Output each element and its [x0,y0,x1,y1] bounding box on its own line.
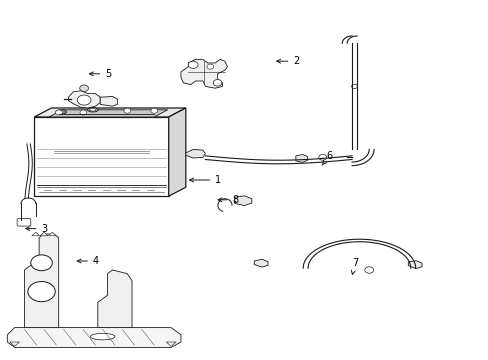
Text: 6: 6 [322,150,332,165]
Circle shape [206,64,213,69]
Circle shape [150,108,157,113]
Polygon shape [48,232,56,236]
Ellipse shape [90,333,115,340]
Polygon shape [24,234,59,328]
Polygon shape [7,328,181,347]
Polygon shape [32,232,40,236]
Ellipse shape [89,108,96,111]
Circle shape [318,154,326,160]
Text: 3: 3 [26,224,48,234]
Circle shape [213,80,222,86]
Circle shape [28,282,55,302]
Polygon shape [100,96,117,106]
Circle shape [364,267,373,273]
Circle shape [77,95,91,105]
Polygon shape [49,110,167,117]
Circle shape [351,84,357,89]
Polygon shape [34,108,185,117]
Text: 7: 7 [351,258,358,274]
Text: 5: 5 [89,69,111,79]
Polygon shape [98,270,132,328]
Polygon shape [181,59,227,88]
Circle shape [31,255,52,271]
Text: 8: 8 [218,195,238,205]
Polygon shape [168,108,185,196]
Polygon shape [34,117,168,196]
Polygon shape [10,342,20,346]
Text: 1: 1 [189,175,221,185]
Text: 2: 2 [276,56,299,66]
Polygon shape [295,154,307,162]
Circle shape [80,110,87,115]
Text: 4: 4 [77,256,99,266]
Polygon shape [40,232,48,236]
FancyBboxPatch shape [17,219,31,226]
Circle shape [55,110,62,115]
Polygon shape [234,196,251,206]
Circle shape [124,108,130,113]
Ellipse shape [58,111,64,113]
Circle shape [80,85,88,91]
Polygon shape [254,259,267,267]
Ellipse shape [87,108,98,112]
Polygon shape [166,342,176,346]
Polygon shape [185,149,205,158]
Polygon shape [407,261,421,269]
Polygon shape [68,91,100,108]
Ellipse shape [56,110,66,114]
Circle shape [188,61,198,68]
